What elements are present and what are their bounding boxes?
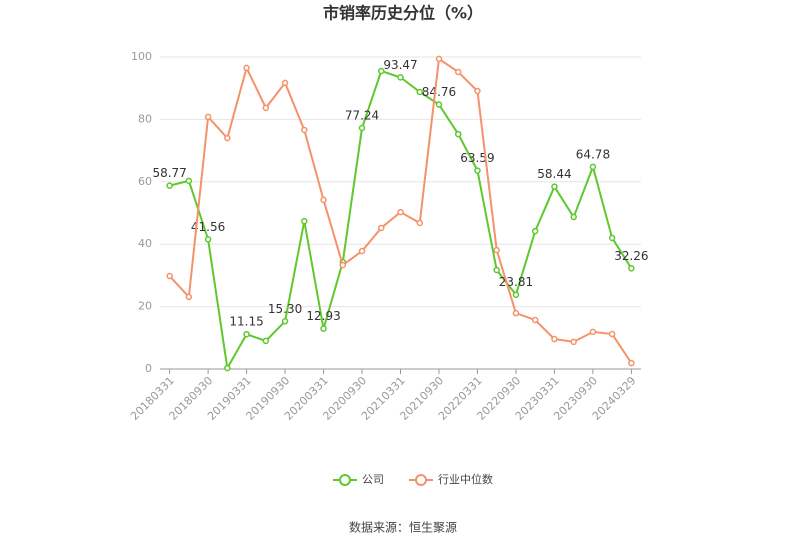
data-label: 58.44: [537, 167, 571, 181]
point: [320, 325, 327, 332]
data-label: 23.81: [499, 275, 533, 289]
y-tick-label: 0: [145, 362, 152, 375]
legend-label: 公司: [362, 473, 384, 486]
point: [454, 68, 462, 76]
point: [474, 87, 481, 95]
point: [531, 316, 539, 324]
y-tick-label: 60: [138, 175, 152, 188]
point: [281, 79, 289, 87]
point: [628, 265, 635, 272]
data-label: 63.59: [460, 151, 494, 165]
point: [204, 236, 212, 243]
point: [608, 330, 616, 338]
point: [378, 224, 385, 232]
point: [301, 126, 308, 134]
point: [320, 196, 327, 204]
point: [397, 208, 404, 216]
point: [570, 338, 577, 346]
point: [301, 217, 308, 225]
data-label: 84.76: [422, 85, 456, 99]
data-label: 58.77: [152, 166, 186, 180]
point: [262, 104, 270, 112]
point: [589, 163, 597, 171]
legend-swatch-dot: [339, 474, 351, 486]
point: [243, 64, 250, 72]
point: [454, 130, 462, 138]
data-label: 11.15: [229, 315, 263, 329]
point: [493, 266, 500, 274]
point: [551, 183, 558, 190]
point: [166, 272, 173, 280]
point: [262, 337, 270, 345]
point: [512, 291, 520, 298]
point: [224, 134, 231, 142]
chart-title: 市销率历史分位（%）: [323, 4, 483, 23]
point: [204, 113, 212, 121]
point: [435, 101, 443, 108]
legend-swatch-dot: [415, 474, 427, 486]
data-label: 15.30: [268, 302, 302, 316]
point: [358, 124, 366, 132]
point: [185, 293, 193, 301]
point: [531, 227, 539, 235]
y-tick-label: 100: [131, 50, 152, 63]
point: [628, 359, 635, 367]
point: [339, 261, 347, 269]
point: [397, 74, 404, 81]
data-label: 77.24: [345, 109, 379, 123]
point: [185, 177, 193, 185]
data-label: 32.26: [614, 249, 648, 263]
point: [281, 318, 289, 325]
y-tick-label: 20: [138, 300, 152, 313]
point: [512, 309, 520, 317]
point: [551, 335, 558, 343]
point: [378, 67, 385, 75]
point: [416, 219, 423, 227]
point: [589, 328, 597, 336]
legend-label: 行业中位数: [438, 472, 493, 486]
point: [224, 364, 231, 372]
point: [493, 246, 500, 254]
y-tick-label: 80: [138, 112, 152, 125]
point: [570, 213, 577, 221]
data-label: 64.78: [576, 147, 610, 161]
y-tick-label: 40: [138, 237, 152, 250]
point: [435, 55, 443, 63]
data-label: 41.56: [191, 220, 225, 234]
point: [243, 330, 250, 338]
point: [358, 247, 366, 255]
point: [608, 234, 616, 242]
data-label: 12.93: [306, 309, 340, 323]
point: [474, 167, 481, 174]
data-label: 93.47: [383, 58, 417, 72]
point: [416, 88, 423, 96]
point: [166, 182, 173, 189]
source: 数据来源：恒生聚源: [349, 520, 457, 535]
